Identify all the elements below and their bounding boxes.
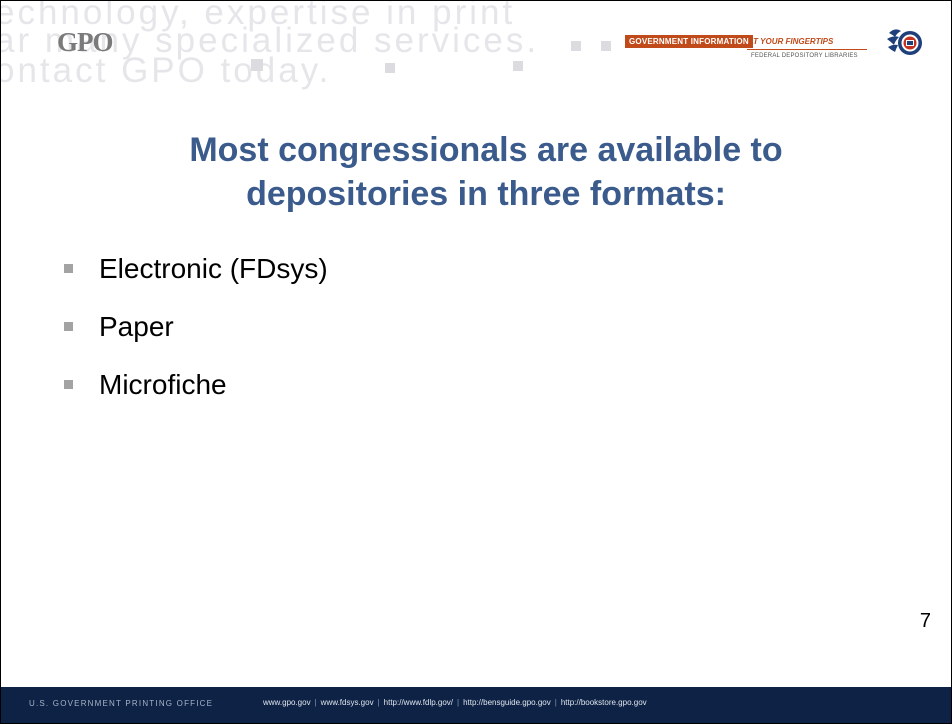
square-bullet-icon xyxy=(64,264,73,273)
slide-title: Most congressionals are available to dep… xyxy=(61,128,911,216)
watermark-line: ontact GPO today. xyxy=(1,51,332,90)
footer-link-bensguide[interactable]: http://bensguide.gpo.gov xyxy=(463,698,551,707)
fdlp-banner: GOVERNMENT INFORMATION AT YOUR FINGERTIP… xyxy=(625,35,871,65)
banner-subtitle: FEDERAL DEPOSITORY LIBRARIES xyxy=(751,53,858,59)
banner-tagline: AT YOUR FINGERTIPS xyxy=(748,37,834,46)
footer-org-name: U.S. GOVERNMENT PRINTING OFFICE xyxy=(29,699,214,708)
slide-title-line: Most congressionals are available to xyxy=(189,131,783,169)
watermark-line: echnology, expertise in print xyxy=(1,1,516,32)
square-bullet-icon xyxy=(64,380,73,389)
footer-link-fdlp[interactable]: http://www.fdlp.gov/ xyxy=(383,698,454,707)
footer-link-bookstore[interactable]: http://bookstore.gpo.gov xyxy=(560,698,647,707)
page-number: 7 xyxy=(919,610,931,632)
footer-separator: | xyxy=(457,698,460,707)
fdlp-eagle-seal-icon xyxy=(887,29,922,55)
footer-links: www.gpo.gov | www.fdsys.gov | http://www… xyxy=(263,698,647,707)
watermark-line: ar many specialized services. xyxy=(1,21,540,60)
list-item-label: Paper xyxy=(99,311,174,342)
watermark-square xyxy=(601,41,611,51)
list-item-label: Electronic (FDsys) xyxy=(99,253,328,284)
footer-bar: U.S. GOVERNMENT PRINTING OFFICE www.gpo.… xyxy=(1,687,951,723)
footer-separator: | xyxy=(554,698,557,707)
list-item-label: Microfiche xyxy=(99,369,227,400)
footer-link-gpo[interactable]: www.gpo.gov xyxy=(263,698,311,707)
watermark-square xyxy=(385,63,395,73)
watermark-square xyxy=(251,59,263,71)
footer-link-fdsys[interactable]: www.fdsys.gov xyxy=(320,698,374,707)
gpo-logo: GPO xyxy=(57,27,113,57)
watermark-header: echnology, expertise in print ar many sp… xyxy=(1,1,621,93)
footer-separator: | xyxy=(377,698,380,707)
square-bullet-icon xyxy=(64,322,73,331)
watermark-square xyxy=(571,41,581,51)
footer-separator: | xyxy=(314,698,317,707)
banner-badge: GOVERNMENT INFORMATION xyxy=(625,35,753,48)
watermark-square xyxy=(513,61,523,71)
banner-rule xyxy=(747,49,867,50)
slide-title-line: depositories in three formats: xyxy=(246,175,726,213)
